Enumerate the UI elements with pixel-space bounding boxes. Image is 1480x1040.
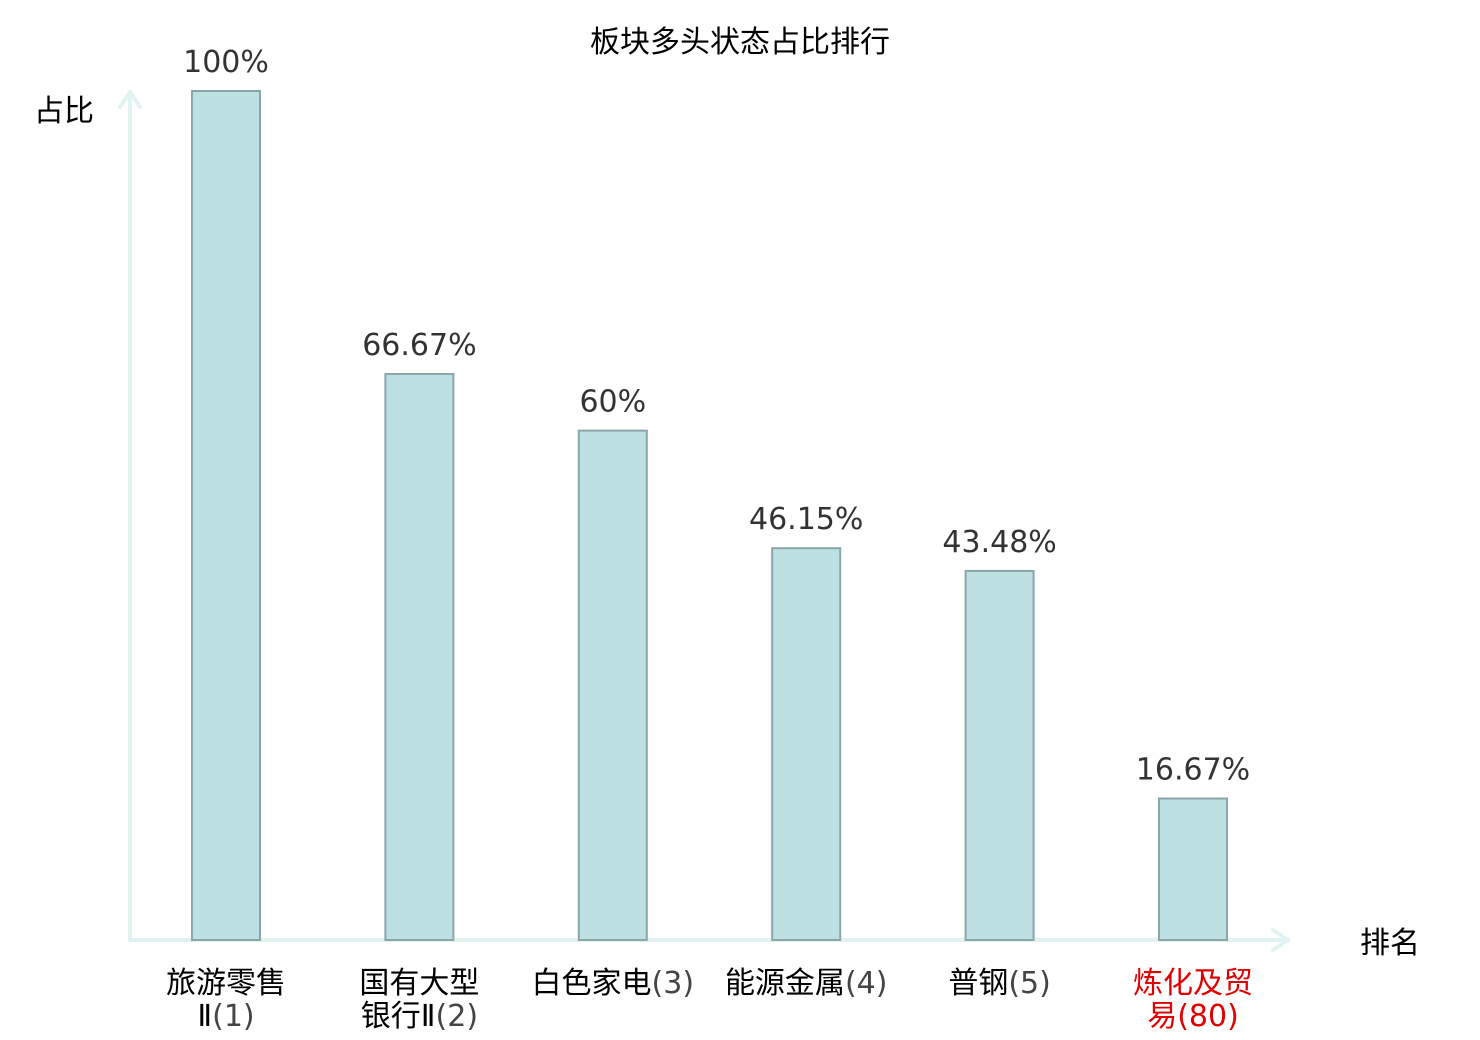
- bar-value-label: 43.48%: [942, 525, 1056, 560]
- x-tick-label-line: 易(80): [1147, 999, 1239, 1034]
- x-tick-label-line: 普钢(5): [948, 966, 1051, 1001]
- bars: [191, 90, 1228, 942]
- bar-value-label: 60%: [579, 385, 646, 420]
- x-tick-label: 能源金属(4): [725, 966, 888, 1001]
- bar: [191, 90, 261, 941]
- x-axis-label: 排名: [1360, 926, 1420, 961]
- x-tick-label-line: Ⅱ(1): [197, 999, 254, 1034]
- x-tick-label-line: 白色家电(3): [532, 966, 695, 1001]
- axes: [118, 90, 1290, 952]
- x-tick-label-line: 能源金属(4): [725, 966, 888, 1001]
- x-tick-label-text: 国有大型: [359, 966, 479, 1001]
- x-tick-label: 普钢(5): [948, 966, 1051, 1001]
- y-axis-arrow: [118, 90, 142, 109]
- x-tick-label-text: 白色家电: [532, 966, 652, 1001]
- x-tick-label-text: 易: [1147, 999, 1177, 1034]
- bar-value-label: 16.67%: [1136, 753, 1250, 788]
- bar: [384, 373, 455, 941]
- chart-title: 板块多头状态占比排行: [590, 25, 890, 60]
- x-tick-label-rank: (80): [1177, 999, 1239, 1034]
- bar: [577, 429, 648, 941]
- x-tick-label-text: 能源金属: [725, 966, 845, 1001]
- x-tick-label-text: Ⅱ: [197, 999, 212, 1034]
- value-labels: 100% 66.67% 60% 46.15% 43.48% 16.67%: [183, 45, 1250, 788]
- x-tick-label-rank: (1): [212, 999, 255, 1034]
- x-tick-label-text: 炼化及贸: [1133, 966, 1253, 1001]
- bar-value-label: 100%: [183, 45, 269, 80]
- x-tick-label-rank: (4): [845, 966, 888, 1001]
- x-tick-label-line: 银行Ⅱ(2): [361, 999, 478, 1034]
- x-tick-label-text: 旅游零售: [166, 966, 286, 1001]
- x-tick-label-line: 旅游零售: [166, 966, 286, 1001]
- x-tick-label-line: 炼化及贸: [1133, 966, 1253, 1001]
- x-tick-label-text: 普钢: [948, 966, 1008, 1001]
- x-tick-label-rank: (3): [652, 966, 695, 1001]
- x-tick-label: 白色家电(3): [532, 966, 695, 1001]
- bar: [771, 547, 842, 941]
- x-tick-label-rank: (2): [436, 999, 479, 1034]
- bar-value-label: 46.15%: [749, 502, 863, 537]
- y-axis-label: 占比: [34, 94, 94, 129]
- x-tick-label-line: 国有大型: [359, 966, 479, 1001]
- bar: [1158, 797, 1228, 941]
- x-axis-arrow: [1271, 928, 1290, 952]
- bar-value-label: 66.67%: [362, 328, 476, 363]
- bar: [964, 569, 1035, 942]
- x-tick-label-rank: (5): [1008, 966, 1051, 1001]
- x-tick-label-text: 银行Ⅱ: [361, 999, 436, 1034]
